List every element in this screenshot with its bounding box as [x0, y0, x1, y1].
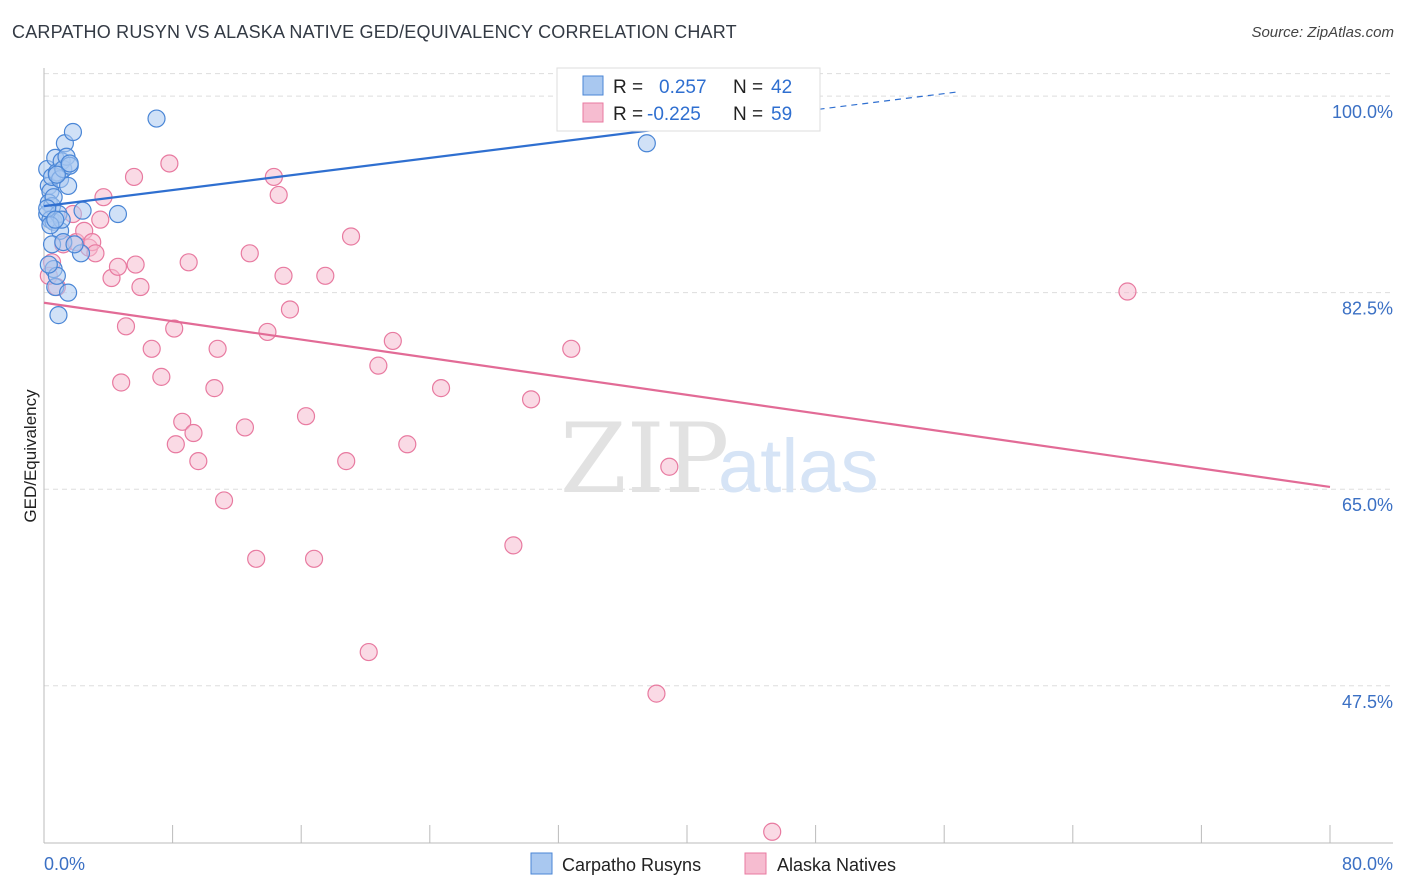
alaska-natives-point — [337, 452, 356, 471]
alaska-natives-point — [152, 367, 171, 386]
y-tick-labels: 47.5% 65.0% 82.5% 100.0% — [1332, 102, 1393, 712]
y-tick-label: 65.0% — [1342, 495, 1393, 515]
alaska-natives-point — [431, 379, 451, 398]
series-legend-label-alaska: Alaska Natives — [777, 855, 896, 875]
x-tick-label-min: 0.0% — [44, 854, 85, 874]
alaska-natives-point — [179, 253, 198, 272]
legend-n-value-2: 59 — [771, 104, 792, 125]
legend-n-value-1: 42 — [771, 77, 792, 98]
alaska-natives-point — [208, 339, 227, 358]
alaska-natives-point — [369, 356, 388, 375]
carpatho-rusyns-trend-line — [43, 128, 655, 208]
legend-swatch-pink — [582, 102, 604, 123]
alaska-natives-point — [296, 407, 316, 426]
alaska-natives-point — [660, 457, 679, 476]
alaska-natives-point — [131, 277, 150, 297]
alaska-natives-point — [142, 339, 161, 358]
carpatho-rusyns-point — [39, 255, 58, 274]
alaska-natives-point — [205, 379, 224, 398]
series-legend-label-carpatho: Carpatho Rusyns — [562, 855, 701, 875]
carpatho-rusyns-point — [147, 109, 166, 128]
y-tick-label: 82.5% — [1342, 299, 1393, 319]
alaska-natives-point — [383, 331, 402, 351]
carpatho-rusyns-point — [47, 165, 66, 184]
alaska-natives-point — [126, 255, 145, 274]
carpatho-rusyns-point — [637, 134, 656, 153]
carpatho-rusyns-point — [49, 306, 68, 325]
carpatho-rusyns-trend-extension — [654, 90, 961, 131]
carpatho-rusyns-points — [38, 109, 656, 325]
alaska-natives-point — [504, 536, 523, 555]
alaska-natives-point — [359, 642, 378, 662]
x-tick-label-max: 80.0% — [1342, 854, 1393, 874]
alaska-natives-point — [165, 319, 184, 338]
legend-r-label-1: R = — [613, 77, 643, 98]
y-tick-label: 100.0% — [1332, 102, 1393, 122]
trend-lines — [43, 90, 1331, 489]
alaska-natives-point — [521, 390, 541, 409]
alaska-natives-point — [173, 412, 192, 431]
alaska-natives-point — [269, 185, 288, 205]
alaska-natives-point — [160, 154, 179, 173]
alaska-natives-point — [274, 266, 293, 285]
alaska-natives-point — [189, 452, 208, 471]
alaska-natives-point — [562, 339, 581, 358]
alaska-natives-point — [647, 684, 666, 703]
alaska-natives-point — [91, 210, 110, 229]
alaska-natives-point — [398, 435, 417, 454]
carpatho-rusyns-point — [59, 283, 78, 302]
alaska-natives-point — [280, 300, 300, 319]
carpatho-rusyns-point — [46, 210, 65, 229]
x-tick-labels: 0.0% 80.0% — [44, 854, 1393, 874]
alaska-natives-point — [235, 418, 255, 437]
carpatho-rusyns-point — [73, 201, 92, 220]
correlation-legend: R = 0.257 N = 42 R = -0.225 N = 59 — [556, 67, 821, 132]
legend-n-label-1: N = — [733, 77, 763, 98]
gridlines — [44, 73, 1393, 687]
alaska-natives-point — [124, 167, 144, 187]
alaska-natives-point — [214, 491, 234, 510]
carpatho-rusyns-point — [60, 154, 79, 173]
legend-r-value-1: 0.257 — [659, 77, 707, 98]
legend-n-label-2: N = — [733, 104, 763, 125]
legend-swatch-blue — [582, 75, 604, 96]
watermark-atlas: atlas — [718, 424, 879, 509]
y-tick-label: 47.5% — [1342, 692, 1393, 712]
alaska-natives-point — [184, 423, 203, 443]
y-axis-label: GED/Equivalency — [21, 389, 40, 523]
alaska-natives-point — [240, 244, 259, 263]
alaska-natives-point — [763, 822, 782, 841]
alaska-natives-point — [108, 257, 128, 276]
source-label: Source: ZipAtlas.com — [1251, 24, 1394, 41]
chart-title: CARPATHO RUSYN VS ALASKA NATIVE GED/EQUI… — [12, 22, 737, 42]
series-legend: Carpatho Rusyns Alaska Natives — [530, 852, 896, 875]
alaska-natives-point — [116, 317, 136, 336]
alaska-natives-trend-line — [43, 301, 1331, 489]
legend-r-value-2: -0.225 — [647, 104, 701, 125]
series-legend-swatch-pink — [744, 852, 767, 875]
alaska-natives-point — [258, 322, 277, 342]
alaska-natives-point — [1118, 282, 1137, 301]
carpatho-rusyns-point — [65, 235, 84, 254]
alaska-natives-point — [316, 266, 335, 285]
series-legend-swatch-blue — [530, 852, 553, 875]
watermark-zip: ZIP — [560, 403, 729, 515]
carpatho-rusyns-point — [108, 204, 128, 224]
alaska-natives-point — [247, 549, 266, 568]
alaska-natives-point — [304, 549, 324, 568]
alaska-natives-point — [112, 373, 131, 392]
alaska-natives-point — [341, 227, 361, 246]
alaska-natives-point — [166, 435, 185, 454]
carpatho-rusyns-point — [59, 176, 78, 196]
carpatho-rusyns-point — [63, 122, 83, 142]
legend-r-label-2: R = — [613, 104, 643, 125]
watermark: ZIP atlas — [560, 403, 879, 515]
